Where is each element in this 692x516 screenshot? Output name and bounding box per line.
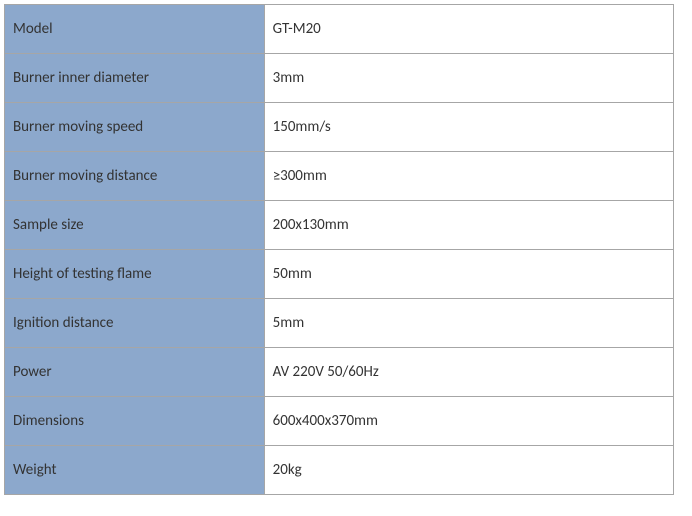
- table-row: Ignition distance 5mm: [5, 299, 674, 348]
- spec-value: 3mm: [264, 54, 673, 103]
- spec-value: 50mm: [264, 250, 673, 299]
- spec-label: Dimensions: [5, 397, 265, 446]
- spec-label: Burner moving distance: [5, 152, 265, 201]
- spec-label: Height of testing flame: [5, 250, 265, 299]
- spec-table-body: Model GT-M20 Burner inner diameter 3mm B…: [5, 5, 674, 495]
- table-row: Sample size 200x130mm: [5, 201, 674, 250]
- table-row: Height of testing flame 50mm: [5, 250, 674, 299]
- spec-label: Burner moving speed: [5, 103, 265, 152]
- spec-value: 20kg: [264, 446, 673, 495]
- spec-value: ≥300mm: [264, 152, 673, 201]
- table-row: Weight 20kg: [5, 446, 674, 495]
- table-row: Burner moving speed 150mm/s: [5, 103, 674, 152]
- spec-table: Model GT-M20 Burner inner diameter 3mm B…: [4, 4, 674, 495]
- spec-label: Weight: [5, 446, 265, 495]
- table-row: Power AV 220V 50/60Hz: [5, 348, 674, 397]
- spec-value: 150mm/s: [264, 103, 673, 152]
- spec-value: GT-M20: [264, 5, 673, 54]
- table-row: Burner moving distance ≥300mm: [5, 152, 674, 201]
- spec-label: Burner inner diameter: [5, 54, 265, 103]
- spec-label: Model: [5, 5, 265, 54]
- table-row: Burner inner diameter 3mm: [5, 54, 674, 103]
- spec-value: 600x400x370mm: [264, 397, 673, 446]
- table-row: Model GT-M20: [5, 5, 674, 54]
- spec-label: Ignition distance: [5, 299, 265, 348]
- table-row: Dimensions 600x400x370mm: [5, 397, 674, 446]
- spec-label: Sample size: [5, 201, 265, 250]
- spec-value: 200x130mm: [264, 201, 673, 250]
- spec-value: AV 220V 50/60Hz: [264, 348, 673, 397]
- spec-value: 5mm: [264, 299, 673, 348]
- spec-label: Power: [5, 348, 265, 397]
